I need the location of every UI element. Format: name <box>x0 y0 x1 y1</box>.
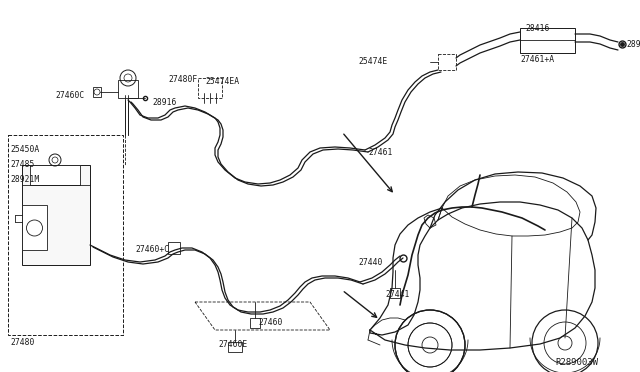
Text: 27460: 27460 <box>258 318 282 327</box>
Text: 28970P: 28970P <box>626 40 640 49</box>
Text: 27460E: 27460E <box>218 340 247 349</box>
Bar <box>228 342 242 352</box>
Bar <box>93 87 101 97</box>
Text: 27441: 27441 <box>385 290 410 299</box>
Text: 27461+A: 27461+A <box>520 55 554 64</box>
Text: 27440: 27440 <box>358 258 382 267</box>
Text: 27485: 27485 <box>10 160 35 169</box>
Text: 28416: 28416 <box>525 24 549 33</box>
Bar <box>520 28 575 53</box>
Text: 25474E: 25474E <box>358 57 387 66</box>
Text: 28921M: 28921M <box>10 175 39 184</box>
Bar <box>30 165 80 185</box>
Bar <box>250 318 260 328</box>
Text: 28916: 28916 <box>152 98 177 107</box>
Bar <box>22 205 47 250</box>
Text: 25450A: 25450A <box>10 145 39 154</box>
Text: 27460+C: 27460+C <box>135 245 169 254</box>
Bar <box>438 54 456 70</box>
Text: 27460C: 27460C <box>55 91 84 100</box>
Circle shape <box>532 310 598 372</box>
Circle shape <box>395 310 465 372</box>
Text: 25474EA: 25474EA <box>205 77 239 86</box>
Bar <box>390 288 400 298</box>
Text: 27461: 27461 <box>368 148 392 157</box>
Text: 27480: 27480 <box>10 338 35 347</box>
Bar <box>198 78 222 98</box>
Bar <box>168 242 180 254</box>
Text: 27480F: 27480F <box>168 75 197 84</box>
Text: R289003W: R289003W <box>555 358 598 367</box>
Bar <box>22 165 90 265</box>
Bar <box>8 135 123 335</box>
Bar <box>118 80 138 98</box>
